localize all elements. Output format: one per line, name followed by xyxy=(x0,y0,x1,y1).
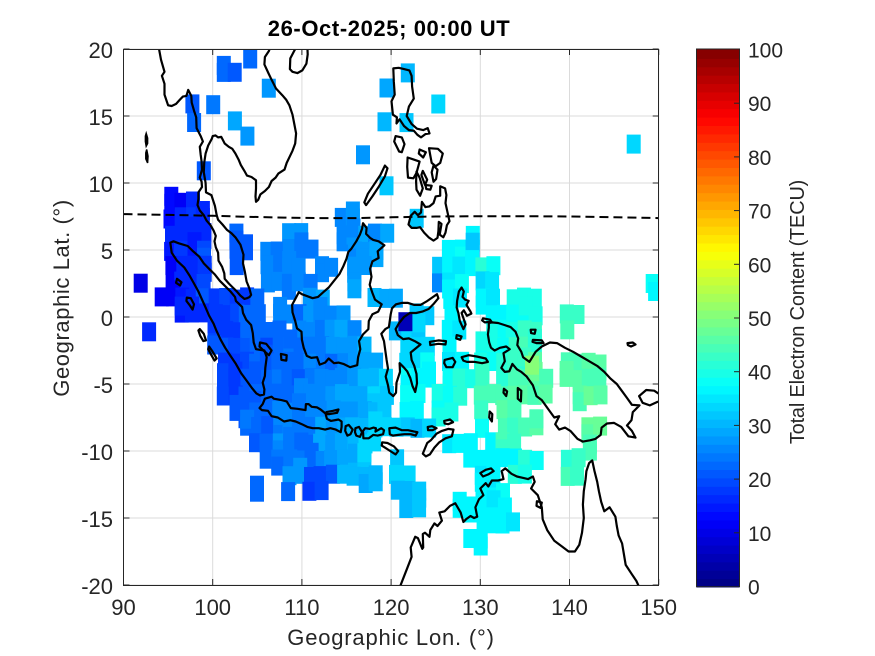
svg-text:100: 100 xyxy=(748,40,783,63)
svg-text:20: 20 xyxy=(748,469,771,492)
svg-text:40: 40 xyxy=(748,362,771,385)
svg-text:-20: -20 xyxy=(81,574,113,599)
svg-text:26-Oct-2025; 00:00 UT: 26-Oct-2025; 00:00 UT xyxy=(268,16,510,41)
svg-text:20: 20 xyxy=(89,38,113,63)
svg-text:-10: -10 xyxy=(81,440,113,465)
svg-text:10: 10 xyxy=(89,172,113,197)
svg-text:60: 60 xyxy=(748,254,771,277)
svg-text:90: 90 xyxy=(748,93,771,116)
svg-text:-15: -15 xyxy=(81,507,113,532)
svg-text:50: 50 xyxy=(748,308,771,331)
svg-text:130: 130 xyxy=(462,595,499,620)
svg-text:-5: -5 xyxy=(93,373,113,398)
svg-text:100: 100 xyxy=(194,595,231,620)
svg-text:120: 120 xyxy=(373,595,410,620)
svg-text:10: 10 xyxy=(748,523,771,546)
svg-text:15: 15 xyxy=(89,105,113,130)
svg-text:Geographic Lat. (°): Geographic Lat. (°) xyxy=(49,199,74,397)
svg-text:150: 150 xyxy=(640,595,677,620)
svg-text:5: 5 xyxy=(101,239,113,264)
svg-text:80: 80 xyxy=(748,147,771,170)
svg-text:30: 30 xyxy=(748,415,771,438)
svg-text:140: 140 xyxy=(551,595,588,620)
svg-text:0: 0 xyxy=(101,306,113,331)
svg-text:Total Electron Content (TECU): Total Electron Content (TECU) xyxy=(787,180,809,444)
svg-text:Geographic Lon. (°): Geographic Lon. (°) xyxy=(287,625,494,650)
svg-text:110: 110 xyxy=(284,595,319,620)
svg-text:0: 0 xyxy=(748,577,760,600)
svg-text:90: 90 xyxy=(111,595,135,620)
svg-text:70: 70 xyxy=(748,201,771,224)
